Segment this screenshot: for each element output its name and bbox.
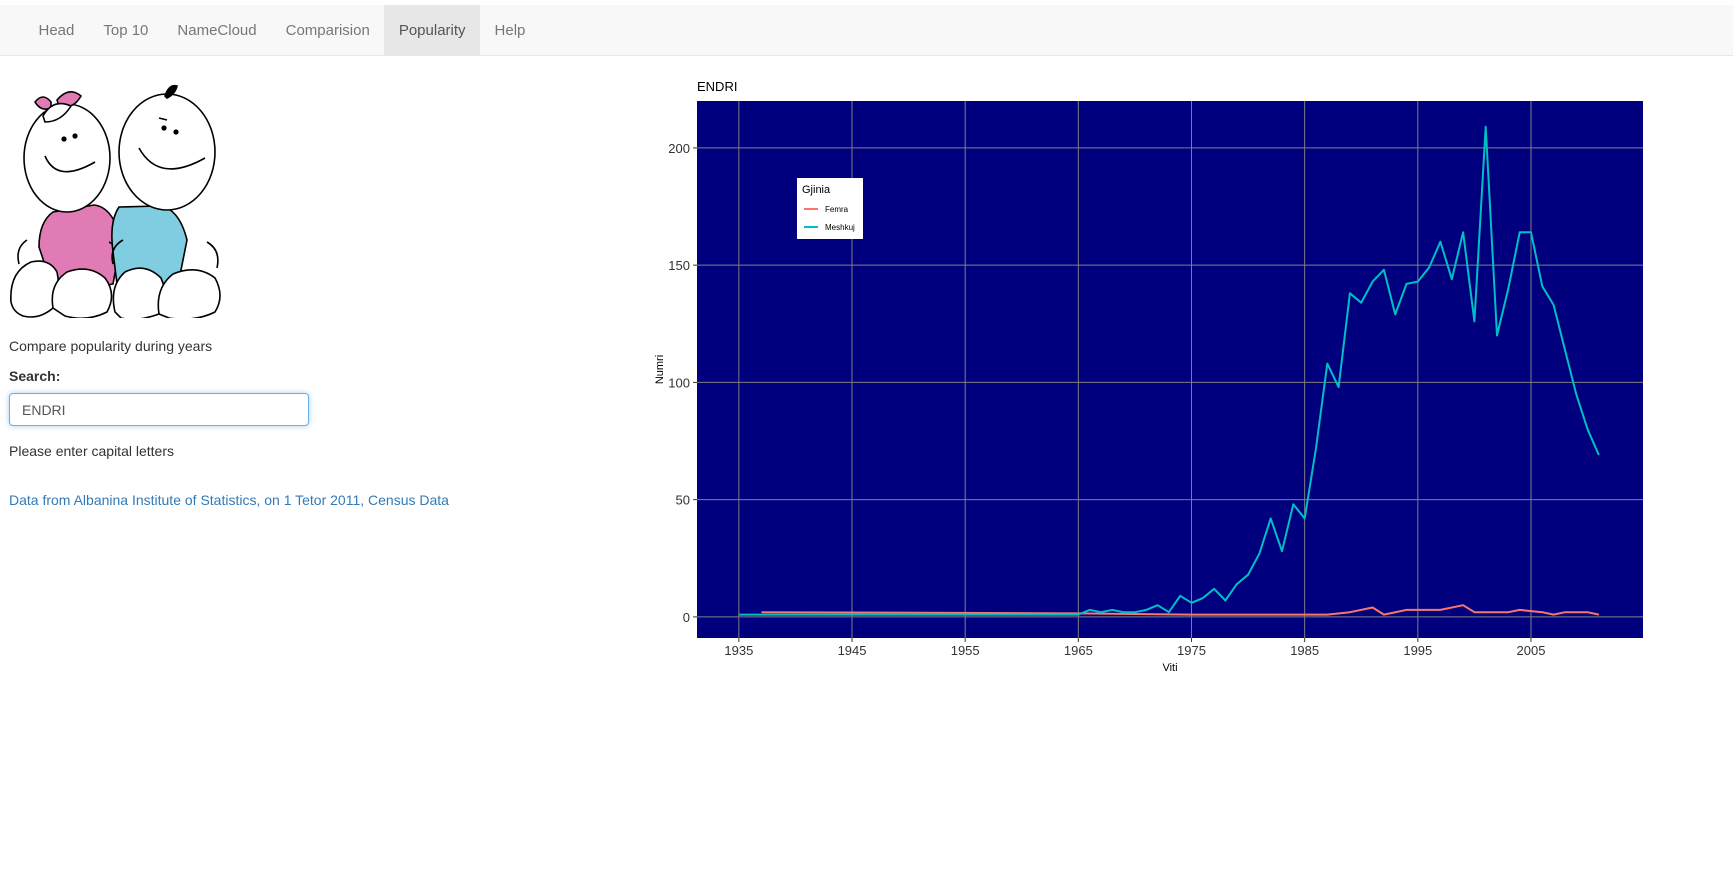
series-line-femra xyxy=(761,604,1600,616)
intro-text: Compare popularity during years xyxy=(9,338,213,354)
sidebar-image-wrap xyxy=(9,72,609,318)
y-tick-label: 200 xyxy=(668,141,690,156)
x-tick-label: 1955 xyxy=(951,643,980,658)
x-tick-label: 1985 xyxy=(1290,643,1319,658)
chart-legend: Gjinia Femra Meshkuj xyxy=(797,178,863,239)
y-tick-label: 150 xyxy=(668,258,690,273)
axis-ticks: 1935 1945 1955 1965 1975 1985 1995 2005 0 50 100 15… xyxy=(668,141,1545,658)
x-tick-label: 1995 xyxy=(1403,643,1432,658)
x-tick-label: 1965 xyxy=(1064,643,1093,658)
tab-popularity[interactable]: Popularity xyxy=(384,5,481,56)
navbar: Head Top 10 NameCloud Comparision Popula… xyxy=(0,5,1733,56)
series-line-meshkuj xyxy=(738,125,1600,616)
x-tick-label: 2005 xyxy=(1517,643,1546,658)
popularity-chart: ENDRI 1935 1945 1955 1965 1975 1985 1995 2005 0 5… xyxy=(654,79,1643,674)
series-lines xyxy=(738,125,1600,616)
x-tick-label: 1975 xyxy=(1177,643,1206,658)
legend-label: Femra xyxy=(825,205,849,214)
search-label: Search: xyxy=(9,368,61,384)
babies-illustration xyxy=(10,84,221,318)
x-axis-label: Viti xyxy=(1162,662,1177,674)
x-tick-label: 1935 xyxy=(724,643,753,658)
y-tick-label: 50 xyxy=(676,493,690,508)
y-axis-label: Numri xyxy=(654,355,666,384)
y-tick-label: 0 xyxy=(683,610,690,625)
data-source-link[interactable]: Data from Albanina Institute of Statisti… xyxy=(9,492,449,508)
x-tick-label: 1945 xyxy=(838,643,867,658)
tab-head[interactable]: Head xyxy=(38,22,75,39)
tab-namecloud[interactable]: NameCloud xyxy=(177,22,257,39)
tab-help[interactable]: Help xyxy=(494,22,526,39)
chart-title: ENDRI xyxy=(697,79,737,94)
legend-title: Gjinia xyxy=(802,184,831,196)
nav-tabs: Head Top 10 NameCloud Comparision Popula… xyxy=(24,5,540,56)
tab-comparision[interactable]: Comparision xyxy=(285,22,370,39)
y-tick-label: 100 xyxy=(668,375,690,390)
hint-text: Please enter capital letters xyxy=(9,443,174,459)
legend-label: Meshkuj xyxy=(825,223,855,232)
tab-top-10[interactable]: Top 10 xyxy=(103,22,149,39)
search-input[interactable] xyxy=(9,393,309,426)
